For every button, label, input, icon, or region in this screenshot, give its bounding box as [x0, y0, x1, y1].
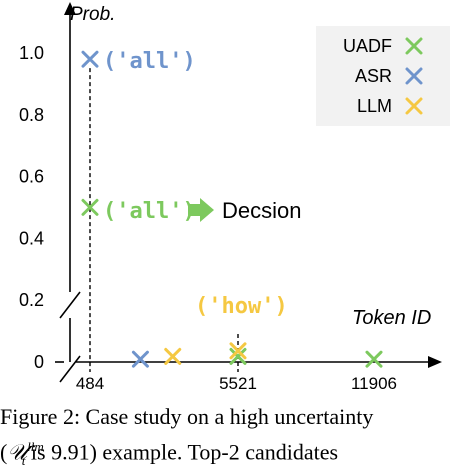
y-axis-arrowhead [64, 2, 76, 15]
case-study-chart: 0 0.2 0.4 0.6 0.8 1.0 484 5521 11906 Prob. Toke… [19, 2, 450, 393]
caption-line-2: (𝒰llmt is 9.91) example. Top-2 candidate… [0, 432, 468, 476]
caption-rest: is 9.91) example. Top-2 candidates [25, 439, 339, 465]
y-tick-labels: 0 0.2 0.4 0.6 0.8 1.0 [19, 43, 44, 372]
annotation-llm-how: ('how') [195, 294, 288, 319]
x-tick-labels: 484 5521 11906 [76, 374, 397, 393]
legend-label-llm: LLM [357, 96, 392, 116]
caption-line-1: Figure 2: Case study on a high uncertain… [0, 404, 374, 429]
legend: UADF ASR LLM [316, 26, 450, 126]
y-tick-label: 1.0 [19, 43, 44, 63]
annotation-decision: Decsion [222, 198, 301, 223]
caption-sup: llm [27, 439, 44, 454]
y-tick-label: 0.6 [19, 167, 44, 187]
y-tick-label: 0.4 [19, 228, 44, 248]
legend-marker-asr [405, 67, 423, 85]
decision-arrow-icon [188, 198, 214, 222]
caption-sub: t [21, 452, 26, 468]
x-tick-label: 484 [76, 374, 104, 393]
marker-uadf [365, 350, 383, 368]
x-axis-arrowhead [428, 356, 442, 368]
annotation-asr-all: ('all') [103, 49, 196, 74]
figure-caption: Figure 2: Case study on a high uncertain… [0, 402, 468, 476]
legend-marker-llm [405, 97, 423, 115]
legend-marker-uadf [405, 37, 423, 55]
marker-uadf [81, 198, 99, 216]
guide-lines [89, 68, 239, 372]
legend-box [316, 26, 450, 126]
marker-llm [164, 347, 182, 365]
legend-label-uadf: UADF [343, 36, 392, 56]
caption-paren: ( [0, 439, 8, 465]
x-tick-label: 11906 [351, 374, 397, 393]
annotation-uadf-all: ('all') [103, 199, 196, 224]
y-tick-label: 0 [34, 352, 44, 372]
x-axis-label: Token ID [352, 307, 431, 329]
legend-markers [405, 37, 423, 115]
legend-label-asr: ASR [355, 66, 392, 86]
caption-symbol: 𝒰 [7, 439, 28, 465]
marker-asr [81, 50, 99, 68]
y-axis-break-2 [59, 355, 81, 383]
y-axis-break-1 [59, 291, 81, 319]
marker-llm [229, 342, 247, 360]
y-tick-label: 0.8 [19, 105, 44, 125]
y-axis-label: Prob. [70, 4, 115, 25]
x-tick-label: 5521 [219, 374, 257, 393]
y-tick-label: 0.2 [19, 290, 44, 310]
data-markers [81, 50, 383, 368]
marker-uadf [229, 347, 247, 365]
annotations: ('all') ('all') Decsion ('how') [103, 49, 301, 319]
marker-asr [131, 350, 149, 368]
